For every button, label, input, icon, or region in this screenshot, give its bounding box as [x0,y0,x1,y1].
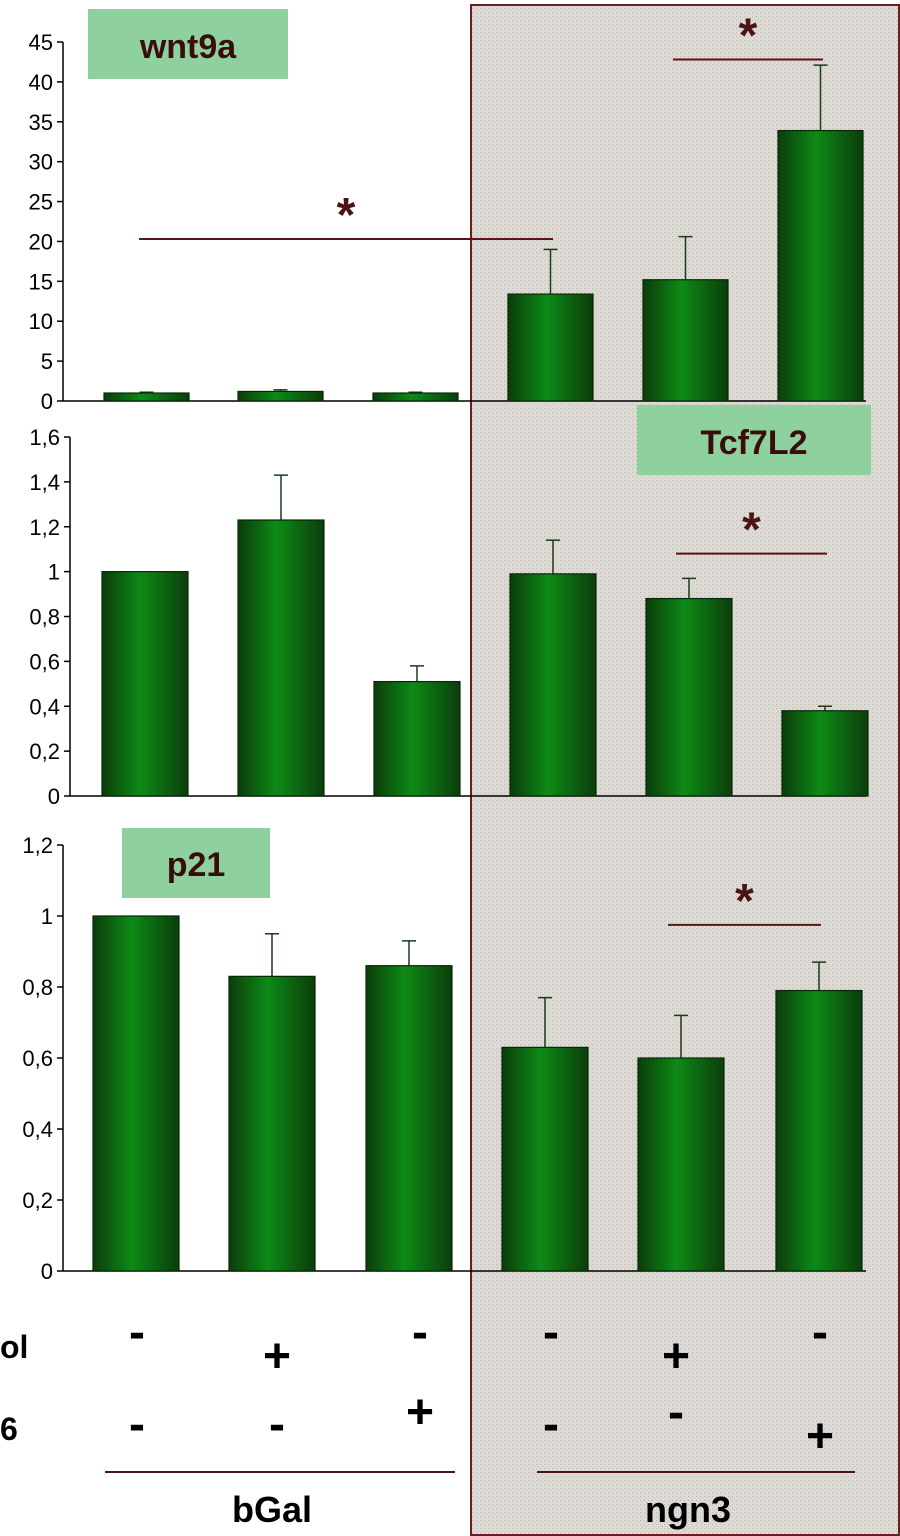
y-tick-label: 30 [29,150,53,175]
treatment-sign: - [129,1398,145,1451]
significance-marker: * [337,189,356,242]
bar [645,597,733,797]
bar [777,129,864,402]
treatment-sign: + [263,1330,291,1383]
y-tick-label: 1 [48,560,60,585]
bar [775,989,863,1272]
treatment-sign: - [412,1306,428,1359]
treatment-sign: + [406,1386,434,1439]
gene-label-box [88,9,288,79]
y-tick-label: 1 [41,904,53,929]
y-tick-label: 25 [29,190,53,215]
y-tick-label: 0,4 [22,1117,53,1142]
y-tick-label: 15 [29,269,53,294]
y-tick-label: 0,6 [29,649,60,674]
gene-label: p21 [167,846,226,884]
treatment-sign: - [543,1306,559,1359]
treatment-row-label-2: 6 [0,1411,18,1447]
treatment-sign: - [129,1306,145,1359]
y-tick-label: 0 [41,389,53,414]
y-tick-label: 1,2 [29,515,60,540]
bar [228,975,316,1272]
y-tick-label: 0 [41,1259,53,1284]
chart-panel-Tcf7L2: Tcf7L2 0 0,2 0,4 0,6 0,8 1 1,2 1,4 1,6 * [29,405,871,809]
bar [501,1046,589,1272]
y-tick-label: 35 [29,110,53,135]
bar [781,710,869,797]
bar [101,571,189,797]
significance-marker: * [739,10,758,63]
y-tick-label: 0,2 [29,739,60,764]
treatment-sign: - [269,1398,285,1451]
bar [237,390,324,402]
y-tick-label: 45 [29,30,53,55]
chart-panel-wnt9a: wnt9a 0 5 10 15 20 25 30 35 40 45 * * [29,9,866,414]
bar [237,519,325,797]
significance-marker: * [742,504,761,557]
gene-label-box [637,405,871,475]
gene-label: wnt9a [139,28,237,66]
treatment-sign: - [668,1386,684,1439]
y-tick-label: 0,6 [22,1046,53,1071]
y-tick-label: 0,8 [29,605,60,630]
group-label-bgal: bGal [232,1489,312,1530]
bar [637,1057,725,1272]
y-tick-label: 0,2 [22,1188,53,1213]
bar [373,680,461,797]
bar [92,915,180,1272]
bar [372,392,459,402]
treatment-sign: - [543,1398,559,1451]
y-tick-label: 10 [29,309,53,334]
y-tick-label: 1,6 [29,425,60,450]
treatment-sign: - [812,1306,828,1359]
y-tick-label: 0 [48,784,60,809]
gene-label-box [122,828,270,898]
treatment-sign: + [806,1410,834,1463]
y-tick-label: 1,2 [22,833,53,858]
y-tick-label: 0,4 [29,694,60,719]
y-tick-label: 0,8 [22,975,53,1000]
bar [507,293,594,402]
y-tick-label: 1,4 [29,470,60,495]
gene-label: Tcf7L2 [700,424,807,462]
treatment-signs: - + - - + -- - + - - + [129,1306,834,1463]
bar [642,279,729,402]
y-tick-label: 20 [29,229,53,254]
bar [365,965,453,1272]
treatment-sign: + [662,1330,690,1383]
y-tick-label: 5 [41,349,53,374]
y-tick-label: 40 [29,70,53,95]
significance-marker: * [735,875,754,928]
bar [103,392,190,402]
chart-panel-p21: p21 0 0,2 0,4 0,6 0,8 1 1,2 * [22,828,866,1284]
bar [509,573,597,797]
chart-panels: wnt9a051015202530354045**Tcf7L200,20,40,… [22,9,871,1284]
treatment-row-label-1: ol [0,1329,28,1365]
group-label-ngn3: ngn3 [645,1489,731,1530]
